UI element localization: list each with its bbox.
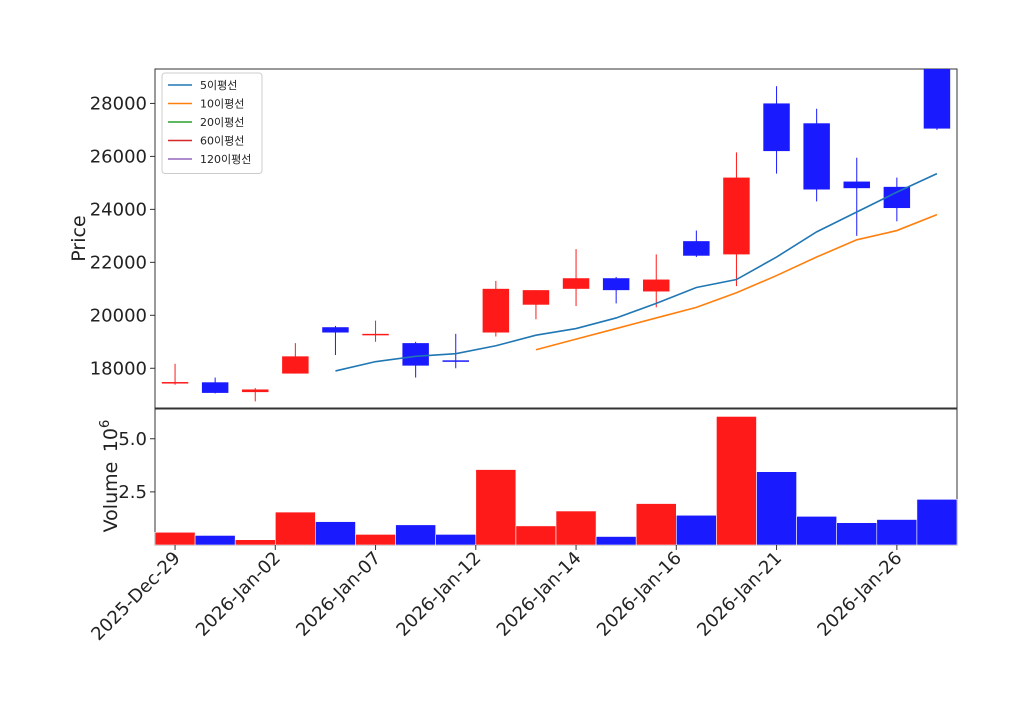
volume-bar	[916, 499, 958, 546]
volume-bar	[395, 524, 437, 546]
volume-bar	[675, 514, 717, 546]
volume-bar	[836, 522, 878, 546]
price-ytick-label: 24000	[90, 199, 147, 220]
candle-body	[602, 278, 630, 291]
xtick-label: 2026-Jan-02	[192, 548, 285, 641]
candle-body	[282, 356, 309, 374]
candle-body	[763, 103, 790, 152]
volume-bar	[194, 535, 236, 546]
volume-multiplier-exp: 6	[98, 420, 113, 428]
xtick-label: 2026-Jan-14	[493, 548, 586, 641]
legend-label: 20이평선	[200, 116, 244, 129]
xtick-label: 2025-Dec-29	[87, 548, 184, 645]
ma-line-1	[335, 172, 938, 372]
xtick-label: 2026-Jan-16	[593, 548, 686, 641]
volume-bar	[435, 534, 477, 546]
volume-bar	[315, 521, 356, 546]
xtick-label: 2026-Jan-21	[693, 548, 786, 641]
volume-bar	[515, 525, 557, 546]
volume-multiplier: 106	[98, 420, 122, 452]
volume-bar	[234, 539, 276, 546]
ma-line-2	[535, 213, 938, 351]
legend-box	[161, 72, 263, 174]
volume-bar	[635, 503, 677, 546]
volume-bar	[595, 536, 637, 546]
legend-label: 5이평선	[200, 79, 237, 92]
candle-body	[402, 343, 429, 366]
volume-bar	[274, 511, 316, 546]
candle-body	[322, 327, 349, 333]
candle-body	[803, 123, 830, 190]
price-ytick-label: 20000	[90, 305, 147, 326]
xtick-label: 2026-Jan-07	[292, 548, 385, 641]
candle-body	[683, 241, 710, 256]
x-axis: 2025-Dec-29 2026-Jan-02 2026-Jan-07 2026-Ja…	[87, 545, 906, 645]
candle-body	[442, 360, 469, 362]
volume-ylabel: Volume	[100, 462, 122, 533]
volume-panel: 2.5 5.0 Volume 106	[98, 408, 958, 546]
volume-bar	[555, 510, 597, 546]
volume-bar	[756, 471, 797, 546]
price-ytick-label: 26000	[90, 146, 147, 167]
volume-ytick-label: 2.5	[118, 482, 147, 503]
price-ytick-label: 28000	[90, 93, 147, 114]
candle-body	[562, 278, 590, 289]
candle-body	[923, 69, 951, 129]
candle-body	[201, 382, 229, 393]
price-ytick-label: 18000	[90, 358, 147, 379]
candle-body	[242, 389, 269, 393]
candle-body	[723, 177, 750, 255]
legend-label: 10이평선	[200, 98, 244, 111]
volume-bar	[876, 519, 918, 546]
volume-bar	[355, 534, 396, 546]
volume-bar	[796, 516, 837, 546]
volume-bar	[154, 531, 196, 546]
volume-bar	[475, 469, 517, 546]
legend-label: 60이평선	[200, 135, 244, 148]
volume-multiplier-base: 10	[100, 428, 122, 452]
candle-body	[643, 279, 670, 292]
candle-body	[482, 288, 510, 333]
legend-label: 120이평선	[200, 153, 251, 166]
price-panel: 18000 20000 22000 24000 26000 28000 Price	[68, 68, 958, 409]
price-ylabel: Price	[68, 215, 90, 261]
candle-body	[883, 186, 911, 209]
candle-body	[843, 181, 870, 189]
candle-body	[161, 382, 189, 384]
candles	[161, 69, 951, 402]
legend: 5이평선 10이평선 20이평선 60이평선 120이평선	[161, 72, 263, 174]
price-ytick-label: 22000	[90, 252, 147, 273]
volume-ytick-label: 5.0	[118, 429, 147, 450]
price-axes-frame	[154, 68, 958, 409]
xtick-label: 2026-Jan-26	[813, 548, 906, 641]
xtick-label: 2026-Jan-12	[392, 548, 485, 641]
volume-bar	[716, 416, 757, 546]
candle-body	[362, 333, 389, 336]
candle-body	[522, 290, 550, 305]
